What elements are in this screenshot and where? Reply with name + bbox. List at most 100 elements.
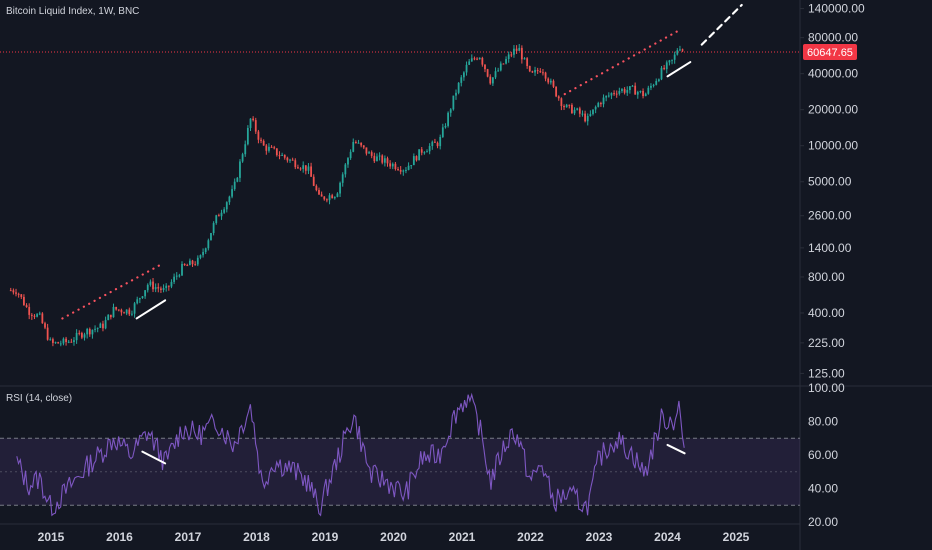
time-tick-9: 2024 bbox=[654, 530, 681, 544]
time-tick-2: 2017 bbox=[175, 530, 202, 544]
candle-body-29 bbox=[86, 328, 89, 335]
candle-body-91 bbox=[249, 118, 252, 128]
candle-body-159 bbox=[428, 146, 431, 152]
candle-body-122 bbox=[331, 195, 334, 199]
candle-body-106 bbox=[289, 159, 291, 161]
price-tick-9: 400.00 bbox=[808, 306, 845, 320]
candle-body-142 bbox=[383, 158, 386, 163]
candle-body-223 bbox=[597, 102, 600, 107]
chart-title: Bitcoin Liquid Index, 1W, BNC bbox=[6, 6, 139, 17]
candle-body-189 bbox=[507, 54, 510, 60]
candle-body-40 bbox=[115, 306, 118, 310]
candle-body-114 bbox=[310, 166, 312, 177]
candle-body-146 bbox=[394, 163, 397, 170]
candle-body-34 bbox=[99, 323, 102, 328]
candle-body-99 bbox=[270, 146, 273, 148]
candle-body-210 bbox=[563, 105, 565, 108]
candle-body-196 bbox=[526, 58, 529, 67]
candle-body-179 bbox=[481, 57, 484, 65]
candle-body-201 bbox=[539, 71, 542, 73]
candle-body-169 bbox=[455, 92, 457, 96]
candle-body-12 bbox=[41, 313, 44, 324]
candle-body-163 bbox=[439, 136, 442, 147]
candle-body-7 bbox=[28, 307, 31, 315]
candle-body-239 bbox=[639, 90, 642, 92]
candle-body-141 bbox=[381, 155, 384, 163]
time-tick-1: 2016 bbox=[106, 530, 133, 544]
candle-body-219 bbox=[586, 116, 589, 122]
candle-body-237 bbox=[634, 85, 637, 95]
candles bbox=[9, 44, 684, 347]
candle-body-92 bbox=[252, 118, 255, 121]
candle-body-143 bbox=[386, 158, 389, 164]
candle-body-11 bbox=[38, 313, 41, 315]
candle-body-245 bbox=[655, 80, 658, 85]
price-trendline-2 bbox=[563, 29, 681, 96]
candle-body-151 bbox=[407, 165, 410, 170]
candle-body-104 bbox=[283, 154, 286, 158]
candle-body-175 bbox=[470, 58, 473, 62]
candle-body-131 bbox=[354, 141, 357, 143]
candle-body-240 bbox=[642, 90, 644, 97]
candle-body-157 bbox=[423, 152, 426, 154]
candle-body-254 bbox=[679, 49, 681, 51]
rsi-band bbox=[0, 437, 800, 506]
candle-body-137 bbox=[370, 152, 373, 156]
candle-body-205 bbox=[549, 80, 552, 83]
candle-body-49 bbox=[138, 298, 141, 300]
candle-body-132 bbox=[357, 142, 360, 144]
candle-body-86 bbox=[236, 177, 239, 182]
candle-body-150 bbox=[405, 169, 407, 171]
price-trendline-3 bbox=[666, 61, 692, 78]
time-tick-7: 2022 bbox=[517, 530, 544, 544]
candle-body-202 bbox=[542, 72, 544, 74]
candle-body-225 bbox=[602, 97, 605, 105]
candle-body-236 bbox=[631, 85, 634, 87]
candle-body-83 bbox=[228, 196, 231, 203]
candle-body-220 bbox=[589, 114, 592, 117]
candle-body-158 bbox=[426, 151, 428, 153]
candle-body-164 bbox=[441, 127, 444, 137]
candle-body-28 bbox=[83, 334, 86, 338]
candle-body-50 bbox=[141, 296, 144, 299]
last-price-label: 60647.65 bbox=[807, 47, 853, 59]
candle-body-78 bbox=[215, 215, 218, 224]
candle-body-147 bbox=[397, 169, 399, 171]
candle-body-80 bbox=[220, 212, 223, 217]
price-tick-7: 1400.00 bbox=[808, 241, 852, 255]
candle-body-96 bbox=[262, 140, 265, 146]
candle-body-206 bbox=[552, 80, 555, 87]
time-tick-0: 2015 bbox=[38, 530, 65, 544]
last-price-badge: 60647.65 bbox=[803, 44, 857, 61]
candle-body-52 bbox=[146, 284, 149, 291]
candle-body-116 bbox=[315, 185, 318, 191]
candle-body-17 bbox=[54, 342, 57, 344]
candle-body-23 bbox=[70, 341, 73, 343]
candle-body-182 bbox=[489, 76, 492, 84]
price-tick-3: 20000.00 bbox=[808, 103, 858, 117]
candle-body-94 bbox=[257, 131, 260, 140]
rsi-title: RSI (14, close) bbox=[6, 393, 72, 404]
candle-body-221 bbox=[592, 109, 594, 115]
candle-body-39 bbox=[112, 306, 115, 318]
candle-body-9 bbox=[33, 315, 36, 317]
candle-body-47 bbox=[133, 303, 136, 314]
candle-body-252 bbox=[673, 54, 676, 60]
candle-body-191 bbox=[513, 48, 515, 55]
candle-body-162 bbox=[436, 142, 439, 147]
candle-body-136 bbox=[368, 152, 370, 154]
candle-body-165 bbox=[444, 125, 447, 128]
candle-body-45 bbox=[128, 309, 131, 315]
candle-body-64 bbox=[178, 275, 181, 277]
rsi-tick-3: 40.00 bbox=[808, 482, 838, 496]
candle-body-81 bbox=[223, 209, 226, 213]
candle-body-130 bbox=[352, 141, 355, 152]
candle-body-154 bbox=[415, 156, 418, 161]
candle-body-56 bbox=[157, 287, 160, 289]
candle-body-95 bbox=[260, 139, 262, 141]
candle-body-105 bbox=[286, 157, 289, 161]
candle-body-32 bbox=[94, 328, 96, 330]
price-tick-10: 225.00 bbox=[808, 336, 845, 350]
candle-body-90 bbox=[246, 127, 249, 145]
